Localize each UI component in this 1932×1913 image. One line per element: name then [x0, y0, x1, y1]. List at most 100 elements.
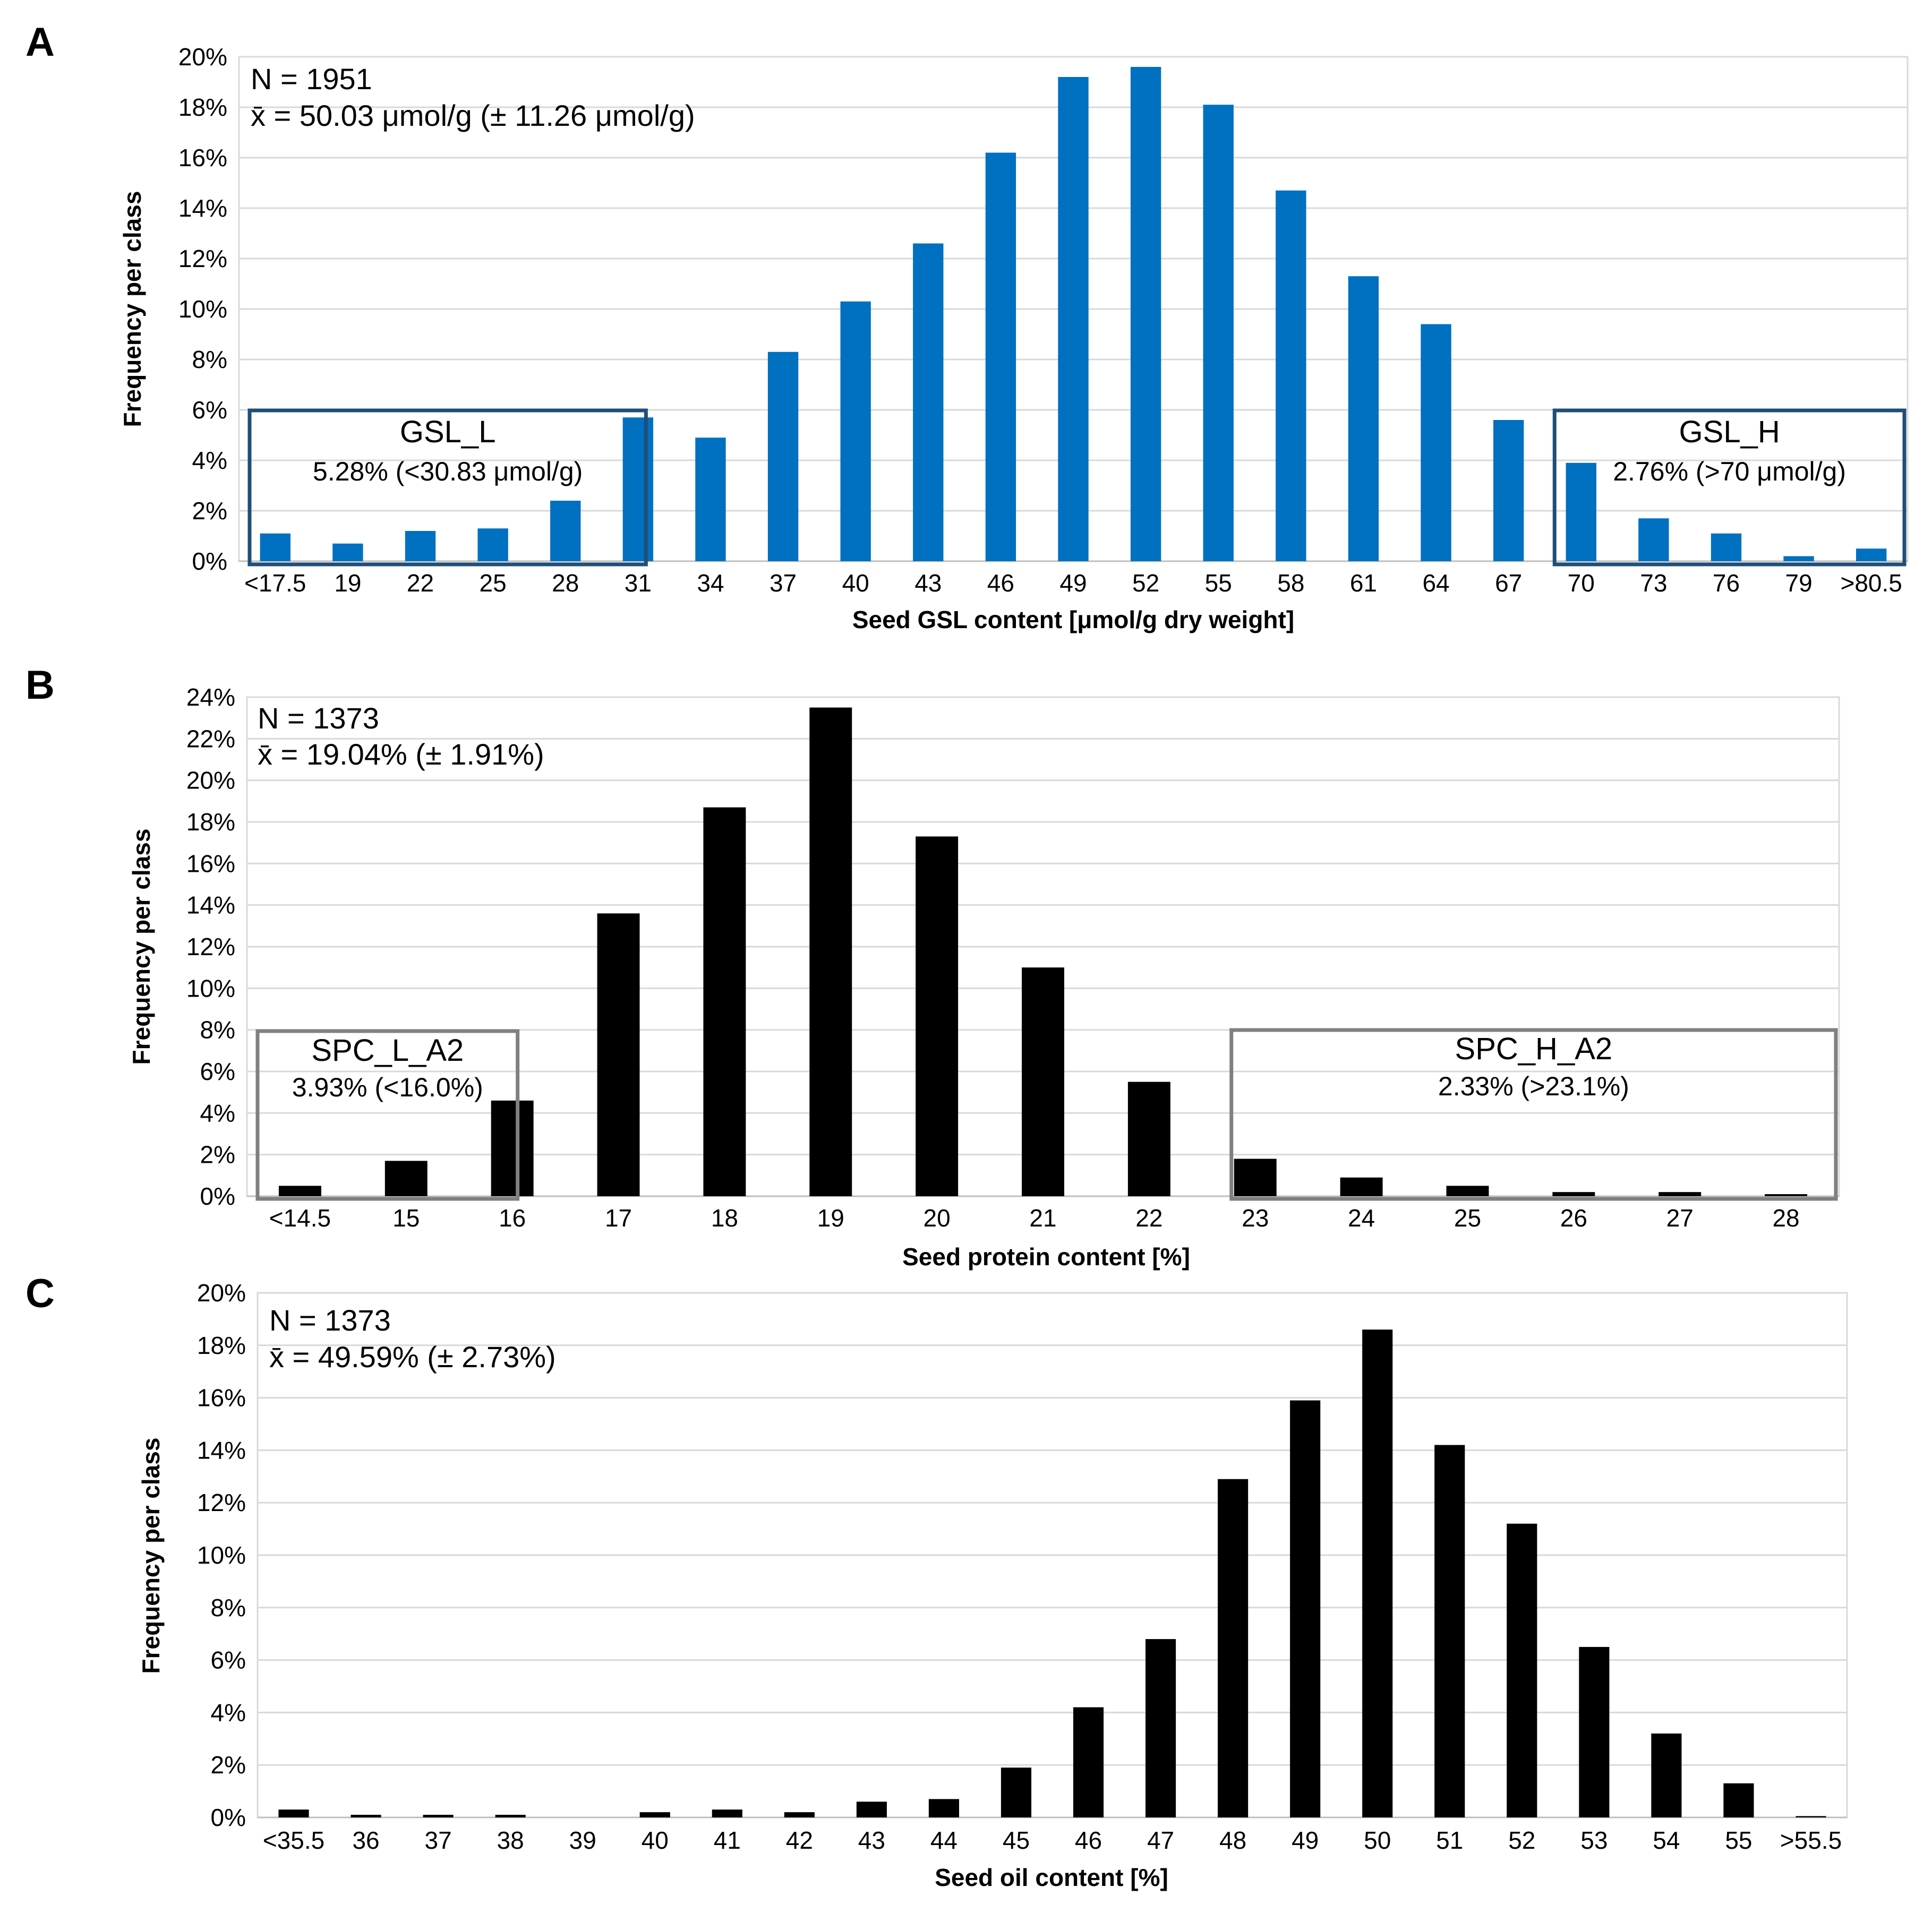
x-tick-label-b: 23: [1242, 1204, 1269, 1232]
x-axis-title-b: Seed protein content [%]: [902, 1243, 1190, 1271]
x-tick-label-b: 28: [1772, 1204, 1799, 1232]
x-tick-label-a: 70: [1568, 569, 1595, 597]
bar-a: [767, 351, 799, 561]
x-tick-label-c: 46: [1075, 1826, 1102, 1854]
x-tick-label-a: 58: [1277, 569, 1304, 597]
x-tick-label-a: <17.5: [244, 569, 306, 597]
x-tick-label-a: 19: [334, 569, 361, 597]
y-ticks-b: 0% 2% 4% 6% 8% 10% 12% 14% 16% 18% 20% 22% 24%: [186, 683, 235, 1210]
y-tick-label-c: 16%: [197, 1384, 246, 1412]
y-tick-label-c: 18%: [197, 1332, 246, 1359]
y-tick-label-c: 0%: [211, 1804, 246, 1831]
spc-l-subtitle: 3.93% (<16.0%): [292, 1073, 483, 1102]
y-tick-label-a: 8%: [192, 346, 227, 373]
bars-b: [278, 707, 1808, 1196]
mean-c: x̄ = 49.59% (± 2.73%): [269, 1340, 556, 1374]
x-tick-label-a: 28: [552, 569, 579, 597]
x-tick-label-b: 18: [711, 1204, 738, 1232]
bar-c: [1218, 1479, 1249, 1817]
x-tick-label-c: 52: [1508, 1826, 1535, 1854]
x-tick-label-a: 46: [987, 569, 1014, 597]
x-tick-label-c: 50: [1364, 1826, 1391, 1854]
x-tick-label-c: 51: [1436, 1826, 1463, 1854]
bar-a: [1856, 548, 1887, 561]
y-tick-label-c: 20%: [197, 1279, 246, 1307]
y-tick-label-b: 22%: [186, 725, 235, 752]
bar-c: [1073, 1707, 1104, 1817]
bar-c: [639, 1812, 670, 1817]
mean-b: x̄ = 19.04% (± 1.91%): [258, 737, 544, 771]
x-tick-label-c: 49: [1292, 1826, 1319, 1854]
bar-c: [495, 1815, 526, 1817]
x-tick-label-b: 21: [1029, 1204, 1056, 1232]
x-tick-label-b: 22: [1135, 1204, 1162, 1232]
x-tick-label-c: 42: [786, 1826, 813, 1854]
bar-c: [423, 1815, 454, 1817]
y-tick-label-a: 16%: [178, 144, 227, 171]
sample-size-a: N = 1951: [251, 62, 372, 96]
bar-c: [1290, 1400, 1321, 1817]
bar-b: [597, 913, 640, 1196]
y-tick-label-b: 20%: [186, 767, 235, 794]
bars-a: [260, 67, 1887, 561]
gsl-h-title: GSL_H: [1679, 415, 1780, 449]
y-tick-label-b: 8%: [200, 1016, 235, 1044]
x-tick-label-a: 61: [1350, 569, 1377, 597]
bar-a: [550, 501, 581, 561]
x-tick-label-a: 31: [625, 569, 652, 597]
bar-a: [1783, 556, 1814, 561]
x-tick-label-a: 43: [914, 569, 942, 597]
panel-b: B 0% 2% 4% 6% 8% 10% 12% 14% 16% 18% 20% 22% 24% <14…: [25, 663, 1840, 1271]
x-tick-label-c: 43: [858, 1826, 885, 1854]
panel-c: C 0% 2% 4% 6% 8% 10% 12% 14% 16% 18% 20% <35.5 36 37…: [25, 1271, 1848, 1891]
y-tick-label-b: 14%: [186, 891, 235, 919]
x-tick-label-c: 44: [930, 1826, 958, 1854]
spc-h-box: [1229, 1028, 1838, 1201]
x-tick-label-c: 54: [1653, 1826, 1680, 1854]
x-tick-label-a: 22: [407, 569, 434, 597]
y-tick-label-a: 6%: [192, 396, 227, 424]
bar-a: [840, 301, 871, 561]
gsl-h-subtitle: 2.76% (>70 μmol/g): [1613, 457, 1846, 486]
bar-a: [1566, 462, 1596, 561]
bar-c: [784, 1812, 815, 1817]
x-tick-label-a: 52: [1132, 569, 1159, 597]
bar-b: [916, 836, 959, 1196]
bar-a: [405, 531, 436, 561]
y-tick-label-b: 10%: [186, 974, 235, 1002]
x-ticks-b: <14.5 15 16 17 18 19 20 21 22 23 24 25 26 27 28: [269, 1204, 1800, 1232]
bar-b: [1234, 1159, 1277, 1196]
x-tick-label-b: 17: [605, 1204, 632, 1232]
x-tick-label-b: 25: [1454, 1204, 1481, 1232]
mean-a: x̄ = 50.03 μmol/g (± 11.26 μmol/g): [251, 99, 695, 132]
y-tick-label-a: 18%: [178, 93, 227, 121]
y-tick-label-c: 12%: [197, 1489, 246, 1516]
bar-a: [1058, 77, 1089, 561]
gsl-h-box: [1552, 408, 1907, 567]
x-tick-label-c: 39: [569, 1826, 596, 1854]
panel-label-c: C: [25, 1271, 55, 1316]
x-tick-label-b: 16: [499, 1204, 526, 1232]
bar-a: [913, 243, 944, 561]
y-tick-label-b: 24%: [186, 683, 235, 711]
bar-c: [1001, 1768, 1032, 1817]
bar-b: [1022, 967, 1064, 1196]
x-tick-label-b: 15: [392, 1204, 420, 1232]
x-tick-label-a: 76: [1713, 569, 1740, 597]
bar-c: [1651, 1733, 1682, 1817]
bar-a: [1493, 420, 1524, 561]
x-tick-label-a: 37: [770, 569, 797, 597]
bar-c: [712, 1809, 742, 1817]
gsl-l-box: [247, 408, 648, 567]
y-tick-label-a: 20%: [178, 43, 227, 71]
x-axis-title-a: Seed GSL content [μmol/g dry weight]: [852, 606, 1294, 633]
bar-b: [384, 1161, 428, 1196]
x-tick-label-c: 41: [714, 1826, 741, 1854]
x-tick-label-a: 64: [1422, 569, 1449, 597]
y-tick-label-c: 6%: [211, 1646, 246, 1674]
bar-c: [1434, 1445, 1465, 1817]
x-tick-label-a: 49: [1059, 569, 1087, 597]
x-tick-label-c: <35.5: [263, 1826, 324, 1854]
panel-label-b: B: [25, 663, 55, 708]
bar-c: [1507, 1523, 1537, 1817]
